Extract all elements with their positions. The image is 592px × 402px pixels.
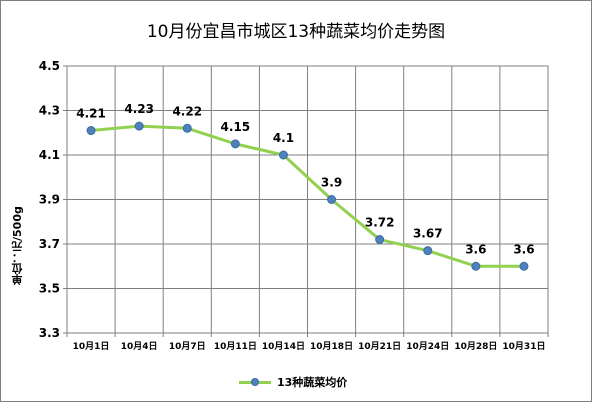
data-label: 4.23 [124, 102, 154, 116]
data-point [134, 121, 144, 131]
series-line [90, 124, 524, 268]
data-point [327, 195, 337, 204]
data-label: 3.6 [513, 242, 534, 256]
x-tick-label: 10月21日 [358, 341, 401, 352]
data-label: 4.22 [172, 104, 202, 118]
data-point [86, 126, 96, 136]
y-tick-label: 3.7 [39, 237, 60, 251]
x-tick-label: 10月1日 [73, 341, 110, 352]
y-tick-label: 3.5 [39, 282, 60, 296]
y-tick-label: 4.3 [39, 104, 60, 118]
data-label: 3.6 [465, 242, 486, 256]
data-point [278, 150, 288, 160]
x-tick-label: 10月18日 [310, 341, 353, 352]
x-tick-label: 10月28日 [454, 341, 497, 352]
data-label: 3.72 [365, 216, 395, 230]
y-tick-label: 4.5 [39, 59, 60, 73]
data-point [182, 123, 192, 133]
x-tick-label: 10月24日 [406, 341, 449, 352]
data-label: 3.67 [413, 227, 443, 241]
data-label: 4.15 [221, 120, 251, 134]
x-tick-label: 10月31日 [502, 341, 545, 352]
data-point [423, 246, 433, 256]
legend-swatch [237, 375, 273, 389]
data-point [471, 261, 481, 271]
x-tick-label: 10月4日 [121, 341, 158, 352]
data-point [375, 235, 385, 245]
legend-label: 13种蔬菜均价 [277, 376, 348, 389]
legend: 13种蔬菜均价 [237, 373, 347, 391]
data-label: 3.9 [321, 176, 342, 190]
chart-title: 10月份宜昌市城区13种蔬菜均价走势图 [146, 22, 446, 42]
y-tick-label: 3.9 [39, 193, 60, 207]
y-tick-label: 4.1 [39, 148, 60, 162]
data-label: 4.21 [76, 107, 106, 121]
data-point [519, 261, 529, 271]
x-tick-label: 10月7日 [169, 341, 206, 352]
x-tick-label: 10月14日 [262, 341, 305, 352]
data-label: 4.1 [273, 131, 294, 145]
data-point [230, 139, 240, 149]
y-tick-label: 3.3 [39, 326, 60, 340]
x-tick-label: 10月11日 [214, 341, 257, 352]
